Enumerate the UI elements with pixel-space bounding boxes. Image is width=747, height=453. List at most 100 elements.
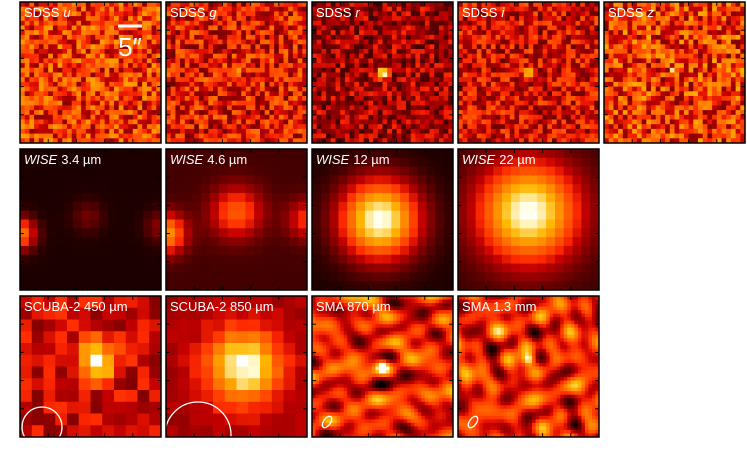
pixel <box>194 30 200 36</box>
pixel <box>604 81 610 88</box>
pixel <box>382 81 388 88</box>
pixel <box>76 25 82 31</box>
pixel <box>71 20 77 26</box>
pixel <box>740 58 745 64</box>
pixel <box>194 6 200 12</box>
pixel <box>312 30 318 36</box>
pixel <box>415 30 421 36</box>
pixel <box>589 53 595 59</box>
pixel <box>316 67 322 73</box>
pixel <box>448 30 453 36</box>
pixel <box>99 245 109 256</box>
pixel <box>702 119 708 125</box>
pixel <box>636 16 643 22</box>
pixel <box>438 77 445 83</box>
pixel <box>114 16 120 22</box>
pixel <box>674 58 680 64</box>
pixel <box>297 67 303 73</box>
pixel <box>250 110 256 116</box>
pixel <box>716 133 722 139</box>
pixel <box>429 119 435 125</box>
pixel <box>665 72 671 78</box>
pixel <box>424 67 430 73</box>
pixel <box>580 20 586 26</box>
pixel <box>523 91 529 97</box>
pixel <box>297 72 303 78</box>
pixel <box>519 20 525 26</box>
pixel <box>297 105 303 111</box>
pixel <box>64 149 74 159</box>
pixel <box>90 91 96 97</box>
pixel <box>90 175 100 185</box>
pixel <box>76 96 82 102</box>
pixel <box>57 105 63 111</box>
pixel <box>48 72 54 78</box>
pixel <box>651 2 657 8</box>
pixel <box>340 128 346 135</box>
pixel <box>377 39 383 45</box>
pixel <box>622 96 628 102</box>
pixel <box>114 105 120 111</box>
pixel <box>458 77 464 83</box>
pixel <box>20 210 30 220</box>
pixel <box>665 128 671 135</box>
pixel <box>679 6 685 12</box>
pixel <box>514 96 520 102</box>
pixel <box>222 25 228 31</box>
panel-label: SDSS z <box>608 5 654 20</box>
pixel <box>382 49 388 55</box>
pixel <box>740 77 745 83</box>
pixel <box>99 138 106 143</box>
pixel <box>76 81 82 88</box>
pixel <box>584 77 591 83</box>
pixel <box>420 86 426 92</box>
pixel <box>627 100 633 106</box>
pixel <box>528 16 534 22</box>
pixel <box>575 20 581 26</box>
pixel <box>283 86 289 92</box>
pixel <box>52 86 59 92</box>
pixel <box>702 39 708 45</box>
pixel <box>505 119 511 125</box>
pixel <box>264 6 270 12</box>
pixel <box>434 44 440 50</box>
pixel <box>269 138 275 143</box>
pixel <box>509 25 515 31</box>
pixel <box>660 128 666 135</box>
pixel <box>203 49 209 55</box>
pixel <box>438 128 445 135</box>
pixel <box>641 44 647 50</box>
pixel <box>570 53 576 59</box>
pixel <box>114 6 120 12</box>
pixel <box>359 105 365 111</box>
pixel <box>146 119 153 125</box>
pixel <box>636 91 643 97</box>
pixel <box>151 25 157 31</box>
pixel <box>514 44 520 50</box>
pixel <box>354 25 360 31</box>
pixel <box>255 105 261 111</box>
pixel <box>241 72 247 78</box>
pixel <box>443 128 449 135</box>
pixel <box>38 138 44 143</box>
pixel <box>274 16 280 22</box>
pixel <box>81 114 87 120</box>
pixel <box>302 72 307 78</box>
pixel <box>292 44 299 50</box>
pixel <box>693 67 699 73</box>
pixel <box>354 114 360 120</box>
pixel <box>38 39 44 45</box>
pixel <box>250 39 256 45</box>
pixel <box>655 63 661 69</box>
pixel <box>114 72 120 78</box>
pixel <box>523 128 529 135</box>
pixel <box>330 133 336 139</box>
pixel <box>198 11 205 17</box>
pixel <box>533 124 539 130</box>
pixel <box>142 100 148 106</box>
pixel <box>180 105 186 111</box>
pixel <box>156 119 161 125</box>
pixel <box>90 272 100 282</box>
pixel <box>260 16 266 22</box>
pixel <box>660 20 666 26</box>
